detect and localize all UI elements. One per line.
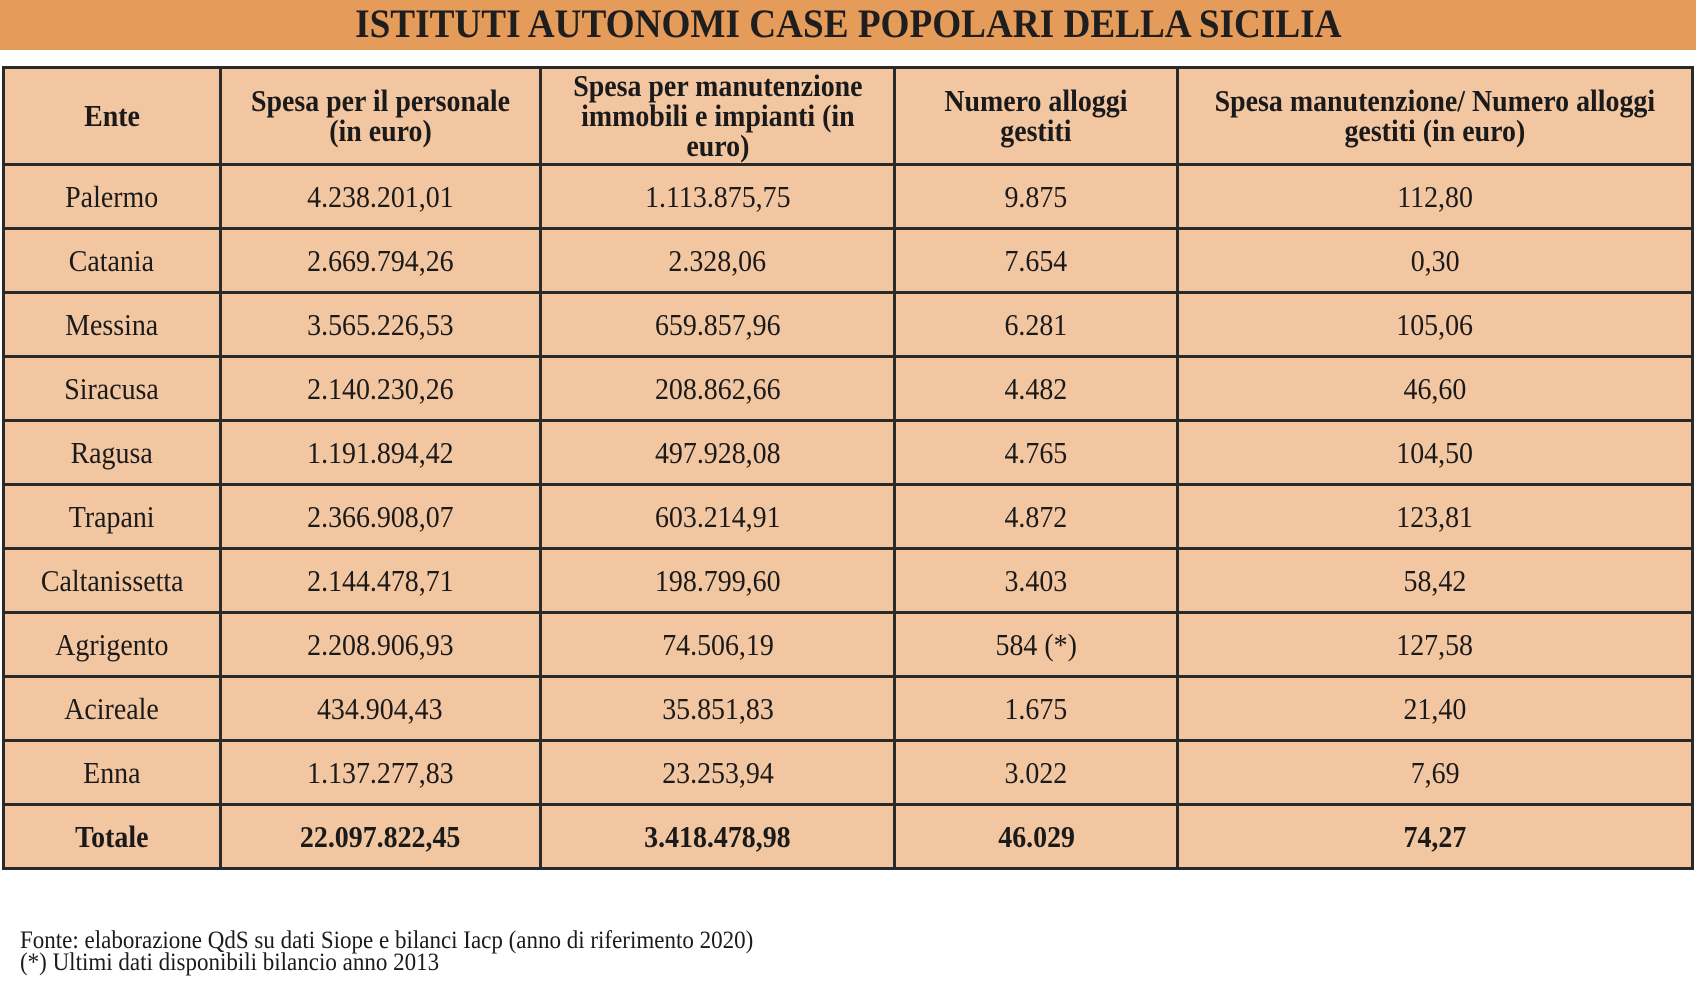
footnote: (*) Ultimi dati disponibili bilancio ann…: [20, 949, 440, 976]
cell-numero-alloggi: 7.654: [893, 227, 1180, 294]
cell-ente: Acireale: [2, 675, 222, 742]
cell-spesa-personale: 1.191.894,42: [218, 419, 542, 486]
cell-numero-alloggi: 3.022: [893, 739, 1180, 806]
cell-numero-alloggi: 3.403: [893, 547, 1180, 614]
cell-ente: Totale: [2, 803, 222, 870]
cell-ente: Catania: [2, 227, 222, 294]
cell-spesa-manutenzione: 659.857,96: [538, 291, 897, 358]
table-row: Caltanissetta 2.144.478,71 198.799,60 3.403…: [2, 547, 1694, 614]
cell-spesa-personale: 2.669.794,26: [218, 227, 542, 294]
table-row: Agrigento 2.208.906,93 74.506,19 584 (*) 127…: [2, 611, 1694, 678]
cell-spesa-manutenzione: 603.214,91: [538, 483, 897, 550]
cell-numero-alloggi: 584 (*): [893, 611, 1180, 678]
cell-ente: Caltanissetta: [2, 547, 222, 614]
cell-spesa-per-alloggio: 21,40: [1176, 675, 1694, 742]
cell-spesa-personale: 2.208.906,93: [218, 611, 542, 678]
table-row: Trapani 2.366.908,07 603.214,91 4.872 123,81: [2, 483, 1694, 550]
cell-spesa-per-alloggio: 58,42: [1176, 547, 1694, 614]
cell-ente: Ragusa: [2, 419, 222, 486]
cell-spesa-manutenzione: 2.328,06: [538, 227, 897, 294]
cell-spesa-per-alloggio: 127,58: [1176, 611, 1694, 678]
cell-ente: Enna: [2, 739, 222, 806]
table-row: Enna 1.137.277,83 23.253,94 3.022 7,69: [2, 739, 1694, 806]
cell-numero-alloggi: 6.281: [893, 291, 1180, 358]
data-table: Ente Spesa per il personale (in euro) Sp…: [2, 66, 1694, 870]
cell-spesa-per-alloggio: 104,50: [1176, 419, 1694, 486]
cell-numero-alloggi: 9.875: [893, 163, 1180, 230]
header-spesa-manutenzione: Spesa per manutenzione immobili e impian…: [538, 66, 897, 166]
cell-ente: Messina: [2, 291, 222, 358]
cell-numero-alloggi: 4.482: [893, 355, 1180, 422]
cell-spesa-per-alloggio: 112,80: [1176, 163, 1694, 230]
header-spesa-personale: Spesa per il personale (in euro): [218, 66, 542, 166]
header-ente: Ente: [2, 66, 222, 166]
table-row: Catania 2.669.794,26 2.328,06 7.654 0,30: [2, 227, 1694, 294]
cell-ente: Agrigento: [2, 611, 222, 678]
cell-spesa-personale: 2.366.908,07: [218, 483, 542, 550]
cell-spesa-personale: 4.238.201,01: [218, 163, 542, 230]
cell-spesa-personale: 3.565.226,53: [218, 291, 542, 358]
cell-spesa-manutenzione: 1.113.875,75: [538, 163, 897, 230]
cell-numero-alloggi: 4.872: [893, 483, 1180, 550]
cell-spesa-per-alloggio: 105,06: [1176, 291, 1694, 358]
cell-numero-alloggi: 1.675: [893, 675, 1180, 742]
notes: Fonte: elaborazione QdS su dati Siope e …: [20, 927, 817, 976]
cell-spesa-per-alloggio: 7,69: [1176, 739, 1694, 806]
table-row: Messina 3.565.226,53 659.857,96 6.281 105,06: [2, 291, 1694, 358]
cell-spesa-manutenzione: 3.418.478,98: [538, 803, 897, 870]
cell-numero-alloggi: 4.765: [893, 419, 1180, 486]
cell-numero-alloggi: 46.029: [893, 803, 1180, 870]
source-note: Fonte: elaborazione QdS su dati Siope e …: [20, 927, 754, 954]
cell-spesa-personale: 22.097.822,45: [218, 803, 542, 870]
cell-spesa-manutenzione: 198.799,60: [538, 547, 897, 614]
table-row: Palermo 4.238.201,01 1.113.875,75 9.875 112,…: [2, 163, 1694, 230]
cell-spesa-manutenzione: 74.506,19: [538, 611, 897, 678]
cell-spesa-manutenzione: 208.862,66: [538, 355, 897, 422]
cell-spesa-personale: 2.144.478,71: [218, 547, 542, 614]
cell-ente: Trapani: [2, 483, 222, 550]
cell-spesa-manutenzione: 35.851,83: [538, 675, 897, 742]
table-row: Acireale 434.904,43 35.851,83 1.675 21,40: [2, 675, 1694, 742]
title-banner: ISTITUTI AUTONOMI CASE POPOLARI DELLA SI…: [0, 0, 1696, 50]
table-row: Ragusa 1.191.894,42 497.928,08 4.765 104,50: [2, 419, 1694, 486]
cell-spesa-personale: 1.137.277,83: [218, 739, 542, 806]
cell-spesa-per-alloggio: 74,27: [1176, 803, 1694, 870]
cell-spesa-per-alloggio: 0,30: [1176, 227, 1694, 294]
cell-spesa-manutenzione: 497.928,08: [538, 419, 897, 486]
total-row: Totale 22.097.822,45 3.418.478,98 46.029 74,…: [2, 803, 1694, 870]
cell-ente: Siracusa: [2, 355, 222, 422]
cell-spesa-per-alloggio: 46,60: [1176, 355, 1694, 422]
header-spesa-per-alloggio: Spesa manutenzione/ Numero alloggi gesti…: [1176, 66, 1694, 166]
cell-spesa-manutenzione: 23.253,94: [538, 739, 897, 806]
table-row: Siracusa 2.140.230,26 208.862,66 4.482 46,60: [2, 355, 1694, 422]
page-title: ISTITUTI AUTONOMI CASE POPOLARI DELLA SI…: [354, 1, 1342, 46]
cell-ente: Palermo: [2, 163, 222, 230]
cell-spesa-personale: 2.140.230,26: [218, 355, 542, 422]
header-numero-alloggi: Numero alloggi gestiti: [893, 66, 1180, 166]
cell-spesa-per-alloggio: 123,81: [1176, 483, 1694, 550]
header-row: Ente Spesa per il personale (in euro) Sp…: [2, 66, 1694, 166]
cell-spesa-personale: 434.904,43: [218, 675, 542, 742]
